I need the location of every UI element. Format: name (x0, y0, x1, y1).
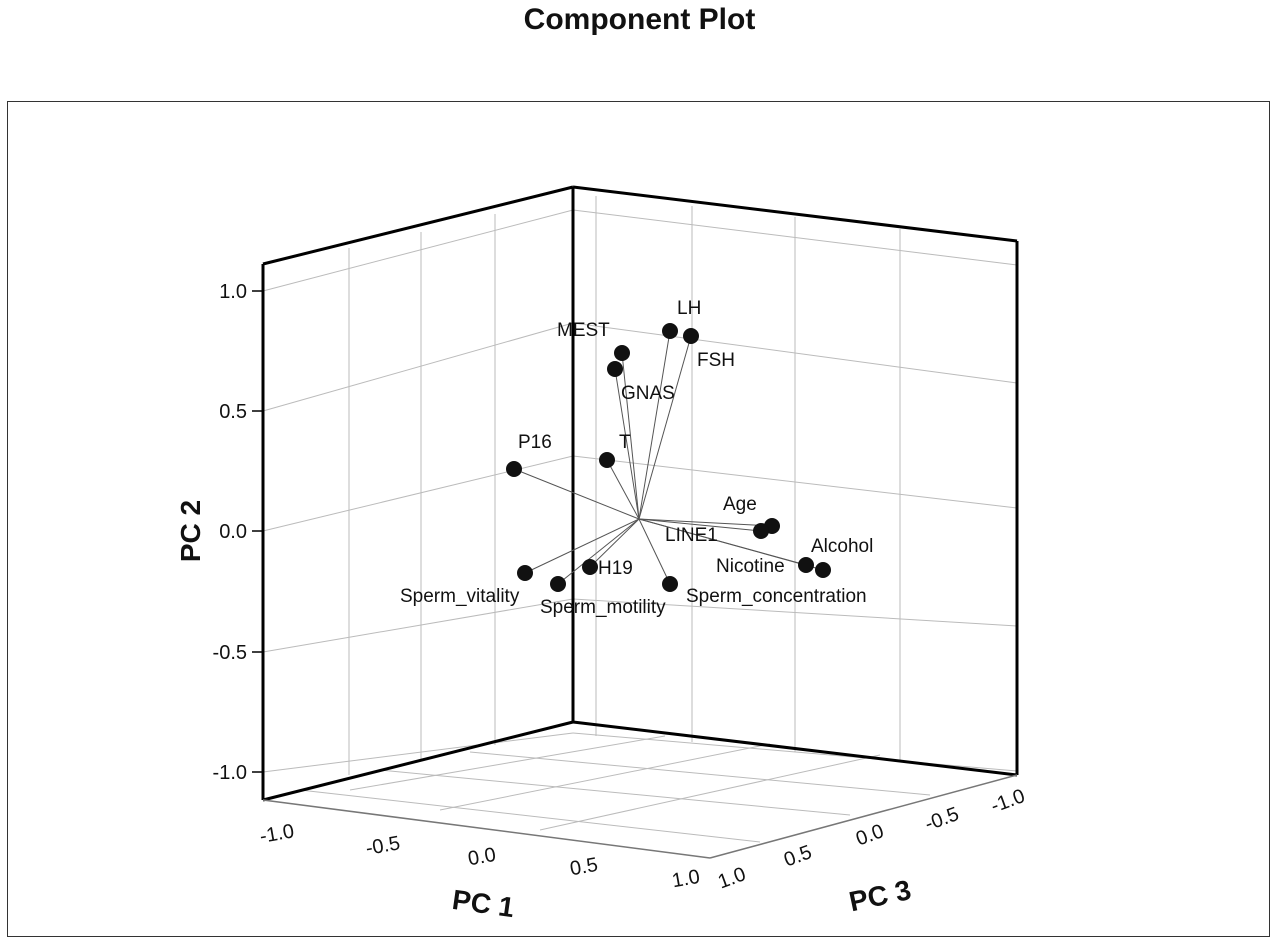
plot-frame (7, 101, 1270, 937)
box-floor-back-right (572, 720, 1018, 777)
grid-floor-a2 (439, 743, 771, 811)
box-floor-front-left (262, 799, 711, 859)
point-t (599, 452, 615, 468)
pc2-axis-label: PC 2 (175, 500, 206, 562)
pc3-axis-label: PC 3 (846, 874, 913, 917)
spoke-line1 (638, 518, 762, 532)
pc1-tick-label: -1.0 (258, 820, 296, 848)
chart-title: Component Plot (523, 3, 756, 36)
point-label-alcohol: Alcohol (811, 536, 873, 557)
box-floor-front-right (709, 774, 1018, 859)
spoke-p16 (513, 468, 640, 520)
pc1-axis-label: PC 1 (450, 884, 516, 923)
spoke-t (606, 459, 640, 520)
point-label-age: Age (723, 494, 757, 515)
point-label-nicotine: Nicotine (716, 556, 785, 577)
point-mest (614, 345, 630, 361)
grid-left-pc2-neg05 (262, 598, 574, 653)
pc2-tick-label: -0.5 (213, 642, 247, 664)
spoke-h19 (589, 518, 640, 568)
loading-spokes (513, 330, 824, 585)
grid-left-pc2-05 (262, 322, 574, 412)
pc3-tick-label: -0.5 (922, 803, 962, 835)
pc1-tick-label: 1.0 (670, 866, 701, 892)
point-p16 (506, 461, 522, 477)
pc2-tick-label: 0.5 (219, 401, 247, 423)
point-label-sperm-concentration: Sperm_concentration (686, 586, 867, 607)
grid-floor-a3 (539, 754, 881, 831)
pc1-tick-label: 0.5 (568, 854, 599, 880)
spoke-nicotine (638, 518, 807, 566)
spoke-sperm-vitality (524, 518, 640, 574)
point-label-fsh: FSH (697, 350, 735, 371)
pc3-tick-label: -1.0 (988, 785, 1028, 817)
point-label-p16: P16 (518, 432, 552, 453)
box-top-right-edge (572, 185, 1018, 243)
pc3-tick-label: 0.0 (853, 820, 887, 850)
pc1-tick-label: 0.0 (466, 844, 497, 870)
spoke-fsh (638, 335, 692, 520)
point-label-line1: LINE1 (665, 525, 718, 546)
box-floor-back-left (262, 720, 574, 802)
pc3-tick-label: 0.5 (781, 841, 815, 871)
point-lh (662, 323, 678, 339)
point-label-sperm-motility: Sperm_motility (540, 597, 666, 618)
point-line1 (753, 523, 769, 539)
pc2-tick-label: 0.0 (219, 521, 247, 543)
grid-left-pc2-1 (262, 209, 574, 292)
point-label-h19: H19 (598, 558, 633, 579)
point-nicotine (798, 557, 814, 573)
point-sperm-vitality (517, 565, 533, 581)
spoke-lh (638, 330, 671, 520)
grid-left-pc2-neg1 (262, 732, 574, 773)
box-top-left-edge (262, 185, 574, 266)
grid-floor-a1 (349, 735, 666, 791)
point-label-sperm-vitality: Sperm_vitality (400, 586, 520, 607)
grid-floor-b2 (379, 769, 851, 816)
point-label-mest: MEST (557, 320, 610, 341)
point-sperm-motility (550, 576, 566, 592)
point-sperm-concentration (662, 576, 678, 592)
pc2-tick-label: -1.0 (213, 762, 247, 784)
point-label-gnas: GNAS (621, 383, 675, 404)
spoke-age (638, 518, 773, 527)
spoke-sperm-motility (557, 518, 640, 585)
grid-left-pc2-0 (262, 455, 574, 532)
point-label-lh: LH (677, 298, 701, 319)
point-label-t: T (619, 432, 631, 453)
spoke-sperm-concentration (638, 518, 671, 585)
pc2-tick-label: 1.0 (219, 281, 247, 303)
pc1-tick-label: -0.5 (364, 832, 402, 860)
pc3-tick-label: 1.0 (715, 863, 749, 893)
spoke-mest (621, 352, 640, 520)
grid-floor-b3 (469, 751, 931, 796)
spoke-gnas (614, 368, 640, 520)
point-alcohol (815, 562, 831, 578)
grid-layer (262, 196, 1018, 843)
point-fsh (683, 328, 699, 344)
grid-floor-b1 (299, 789, 761, 843)
box-edges (261, 185, 1019, 859)
point-gnas (607, 361, 623, 377)
point-h19 (582, 559, 598, 575)
